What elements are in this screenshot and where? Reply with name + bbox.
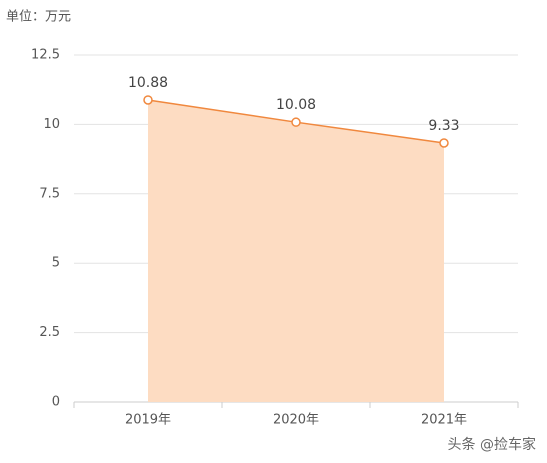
data-label: 10.88 [128,75,168,91]
y-tick-label: 12.5 [31,48,60,63]
y-tick-label: 2.5 [39,325,60,340]
point [143,95,153,105]
y-tick-label: 0 [52,395,60,410]
watermark: 头条 @捡车家 [448,436,536,453]
x-tick-label: 2021年 [421,413,467,428]
x-tick-label: 2020年 [273,413,319,428]
point [291,117,301,127]
data-label: 10.08 [276,97,316,113]
data-label: 9.33 [428,118,459,134]
chart-title: 单位：万元 [6,10,71,25]
x-tick-label: 2019年 [125,413,171,428]
y-tick-label: 10 [43,117,60,132]
y-tick-label: 7.5 [39,186,60,201]
area [148,99,444,403]
y-tick-label: 5 [52,256,60,271]
point [439,138,449,148]
